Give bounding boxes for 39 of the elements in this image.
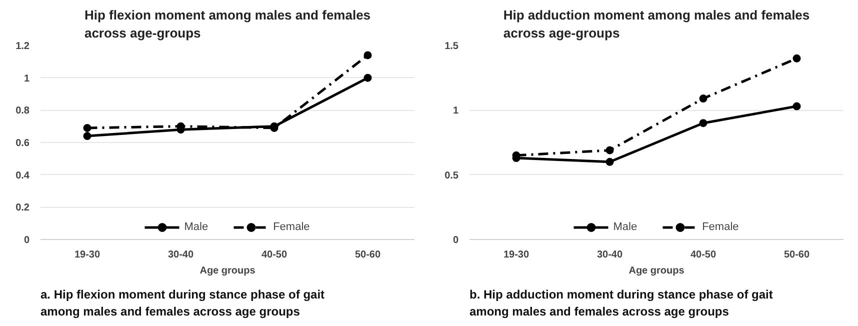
text: b. Hip adduction moment during stance phase of gait among males and females across age groups [470,288,773,318]
point [699,94,708,103]
y-tick-label: 0.4 [16,170,30,182]
x-tick-label: 30-40 [168,250,194,260]
point [83,132,92,140]
x-axis-title: Age groups [628,266,685,276]
x-tick-label: 40-50 [261,250,288,260]
chart-title: Hip flexion moment among males and females across age-groups [84,8,371,40]
legend-label: Male [613,221,638,233]
chart-title: Hip adduction moment among males and females across age-groups [503,8,810,40]
x-tick-label: 19-30 [74,250,100,260]
y-tick-label: 1.5 [444,41,459,52]
legend-label: Female [702,221,739,233]
point [83,124,92,132]
y-tick-label: 0.6 [16,138,30,149]
x-axis-title: Age groups [200,266,256,276]
y-tick-label: 1 [24,73,30,84]
x-tick-label: 30-40 [596,250,623,260]
x-tick-label: 40-50 [690,250,716,260]
point [364,74,372,82]
point [699,119,708,128]
point [792,54,801,62]
y-tick-label: 0 [452,235,459,246]
legend-label: Male [184,221,208,233]
point [606,158,614,166]
text: a. Hip flexion moment during stance phase of gait among males and females across age groups [40,288,325,318]
legend-label: Female [273,221,310,233]
point [792,102,801,110]
y-tick-label: 0.8 [16,106,30,117]
y-tick-label: 1 [452,106,459,117]
x-tick-label: 50-60 [354,250,381,260]
y-tick-label: 0.5 [444,170,459,182]
y-tick-label: 0 [24,235,30,246]
x-tick-label: 50-60 [784,250,810,260]
y-tick-label: 1.2 [16,41,30,52]
x-tick-label: 19-30 [503,250,530,260]
y-tick-label: 0.2 [16,202,30,214]
point [606,146,614,154]
point [364,51,372,60]
